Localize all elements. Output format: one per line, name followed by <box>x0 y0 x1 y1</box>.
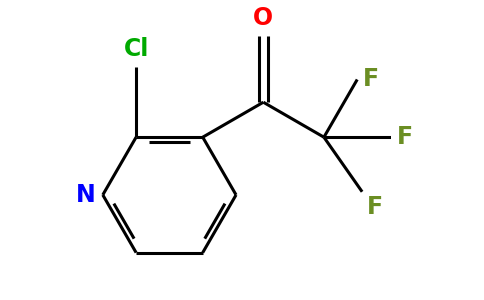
Text: N: N <box>76 183 96 207</box>
Text: Cl: Cl <box>123 37 149 61</box>
Text: F: F <box>396 125 413 149</box>
Text: F: F <box>366 195 382 219</box>
Text: O: O <box>253 6 273 30</box>
Text: F: F <box>363 68 379 92</box>
